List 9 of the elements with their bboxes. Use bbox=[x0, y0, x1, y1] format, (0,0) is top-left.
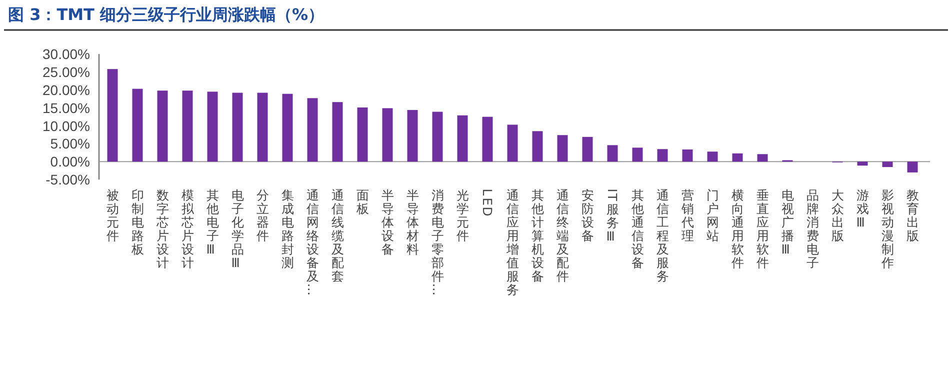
y-tick-label: 30.00% bbox=[42, 46, 90, 62]
y-tick-label: 20.00% bbox=[42, 82, 90, 98]
y-tick-label: 15.00% bbox=[42, 100, 90, 116]
y-tick-label: 5.00% bbox=[50, 136, 90, 152]
y-tick-label: 0.00% bbox=[50, 154, 90, 170]
y-tick-label: -5.00% bbox=[46, 172, 90, 188]
y-tick-label: 10.00% bbox=[42, 118, 90, 134]
y-tick-label: 25.00% bbox=[42, 64, 90, 80]
title: 图 3：TMT 细分三级子行业周涨跌幅（%） bbox=[8, 5, 324, 24]
